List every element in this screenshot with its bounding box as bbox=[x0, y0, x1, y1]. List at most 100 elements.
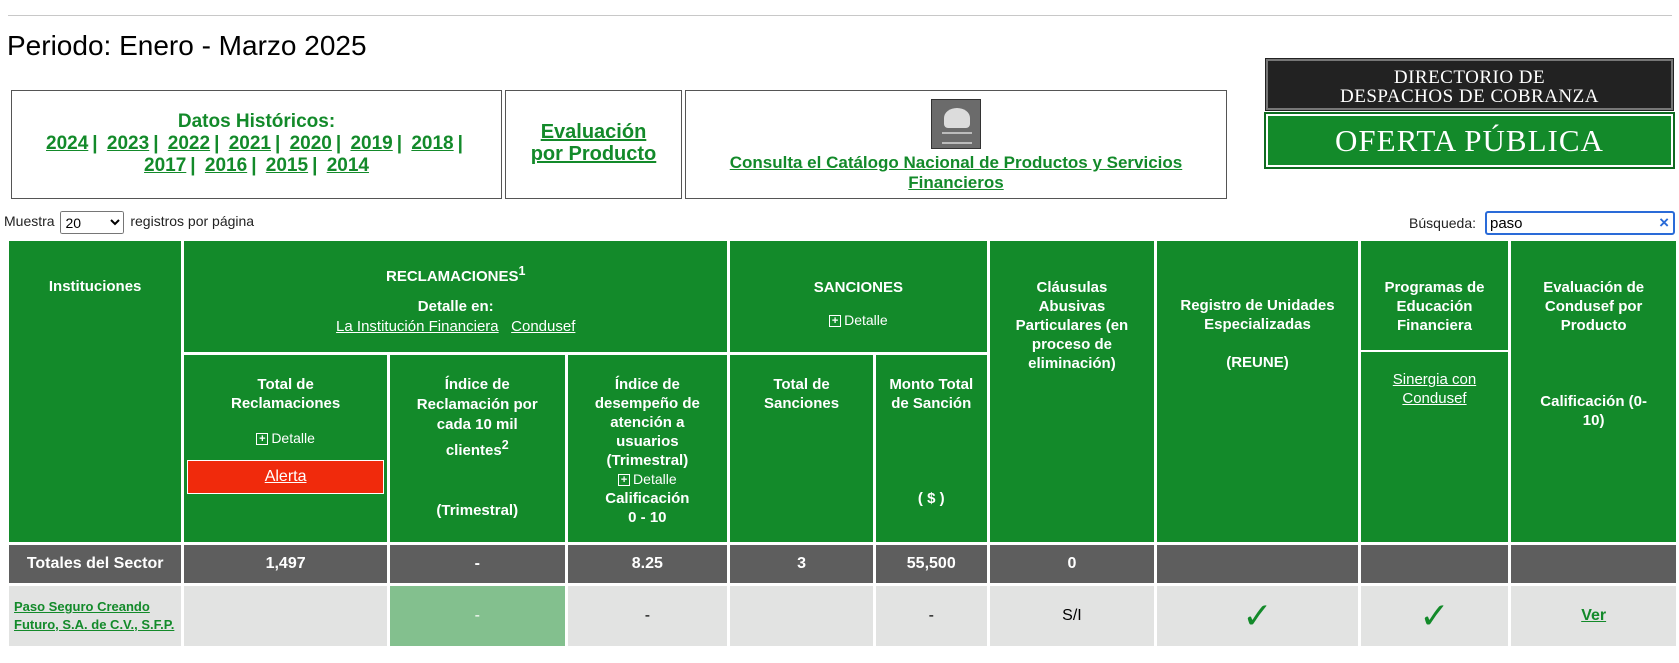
reune-check-icon: ✓ bbox=[1242, 595, 1273, 636]
year-link-2019[interactable]: 2019 bbox=[350, 133, 393, 154]
programas-check-icon: ✓ bbox=[1419, 595, 1450, 636]
search-field: × bbox=[1485, 211, 1675, 235]
header-monto-sancion: Monto Total de Sanción ( $ ) bbox=[875, 355, 987, 542]
directorio-banner[interactable]: DIRECTORIO DE DESPACHOS DE COBRANZA bbox=[1265, 58, 1674, 111]
table-row: Paso Seguro Creando Futuro, S.A. de C.V.… bbox=[9, 586, 1676, 646]
header-indice-desempeno: Índice de desempeño de atención a usuari… bbox=[567, 355, 728, 542]
year-link-2015[interactable]: 2015 bbox=[265, 155, 309, 176]
desempeno-detalle-toggle[interactable]: + Detalle bbox=[618, 471, 677, 487]
header-total-reclamaciones: Total de Reclamaciones + Detalle Alerta bbox=[184, 355, 387, 542]
totals-clausulas: 0 bbox=[989, 545, 1155, 583]
row-monto-sancion: - bbox=[875, 586, 987, 646]
desempeno-rango-label: 0 - 10 bbox=[628, 509, 667, 526]
row-reune: ✓ bbox=[1157, 586, 1358, 646]
monto-total-title: Monto Total de Sanción bbox=[889, 376, 974, 412]
indice-desempeno-title: Índice de desempeño de atención a usuari… bbox=[594, 376, 700, 469]
year-link-2017[interactable]: 2017 bbox=[144, 155, 187, 176]
year-link-2014[interactable]: 2014 bbox=[326, 155, 369, 176]
institution-link[interactable]: Paso Seguro Creando Futuro, S.A. de C.V.… bbox=[14, 599, 175, 632]
ver-link[interactable]: Ver bbox=[1581, 607, 1607, 624]
evaluacion-condusef-title: Evaluación de Condusef por Producto bbox=[1543, 279, 1645, 334]
reune-title: Registro de Unidades Especializadas bbox=[1180, 297, 1335, 333]
reclamaciones-title: RECLAMACIONES bbox=[385, 268, 519, 285]
evaluacion-producto-link[interactable]: Evaluación por Producto bbox=[531, 121, 657, 165]
row-indice-reclamacion: - bbox=[389, 586, 565, 646]
directorio-line2: DESPACHOS DE COBRANZA bbox=[1340, 86, 1599, 107]
reclamaciones-detalle-toggle[interactable]: + Detalle bbox=[256, 429, 315, 448]
indice-sup: 2 bbox=[501, 438, 509, 452]
totals-label: Totales del Sector bbox=[9, 545, 182, 583]
evaluacion-line2: por Producto bbox=[530, 143, 657, 165]
totals-indice-desempeno: 8.25 bbox=[567, 545, 728, 583]
clear-search-icon[interactable]: × bbox=[1659, 213, 1669, 232]
top-divider bbox=[8, 15, 1672, 16]
page-size-select[interactable]: 20 bbox=[60, 211, 125, 234]
evaluacion-line1: Evaluación bbox=[540, 121, 647, 143]
totals-total-sanciones: 3 bbox=[730, 545, 873, 583]
desempeno-calificacion-label: Calificación bbox=[605, 490, 690, 507]
programas-title: Programas de Educación Financiera bbox=[1360, 241, 1509, 352]
instituciones-table: Instituciones RECLAMACIONES1 Detalle en:… bbox=[6, 238, 1679, 649]
totals-reune bbox=[1157, 545, 1358, 583]
year-link-2020[interactable]: 2020 bbox=[289, 133, 332, 154]
sinergia-condusef-link[interactable]: Sinergia con Condusef bbox=[1392, 371, 1477, 407]
moneda-label: ( $ ) bbox=[917, 490, 945, 507]
directorio-line1: DIRECTORIO DE bbox=[1393, 67, 1546, 88]
header-instituciones: Instituciones bbox=[9, 241, 182, 542]
expand-icon: + bbox=[256, 433, 269, 446]
historical-title: Datos Históricos: bbox=[177, 111, 336, 132]
expand-icon: + bbox=[618, 474, 631, 487]
year-link-2024[interactable]: 2024 bbox=[46, 133, 89, 154]
page-size-control: Muestra 20 registros por página bbox=[4, 211, 254, 234]
year-link-2021[interactable]: 2021 bbox=[228, 133, 271, 154]
link-institucion-financiera[interactable]: La Institución Financiera bbox=[336, 318, 499, 335]
header-sanciones: SANCIONES + Detalle bbox=[730, 241, 987, 352]
sanciones-detalle-toggle[interactable]: + Detalle bbox=[829, 310, 888, 330]
catalogo-logo-icon[interactable] bbox=[931, 99, 981, 149]
alerta-button[interactable]: Alerta bbox=[187, 460, 384, 494]
desempeno-detalle-label: Detalle bbox=[633, 471, 677, 487]
totals-total-reclamaciones: 1,497 bbox=[184, 545, 387, 583]
sanciones-detalle-label: Detalle bbox=[844, 312, 888, 328]
sanciones-title: SANCIONES bbox=[813, 279, 903, 296]
row-clausulas: S/I bbox=[989, 586, 1155, 646]
header-indice-reclamacion: Índice de Reclamación por cada 10 mil cl… bbox=[389, 355, 565, 542]
link-condusef[interactable]: Condusef bbox=[511, 318, 576, 335]
row-programas: ✓ bbox=[1360, 586, 1509, 646]
row-indice-desempeno: - bbox=[567, 586, 728, 646]
header-programas: Programas de Educación Financiera Sinerg… bbox=[1360, 241, 1509, 542]
indice-trimestral-label: (Trimestral) bbox=[436, 502, 519, 519]
search-control: Búsqueda: × bbox=[1409, 211, 1675, 235]
year-link-2023[interactable]: 2023 bbox=[106, 133, 150, 154]
header-clausulas: Cláusulas Abusivas Particulares (en proc… bbox=[989, 241, 1155, 542]
row-total-reclamaciones bbox=[184, 586, 387, 646]
search-input[interactable] bbox=[1487, 213, 1647, 233]
total-reclamaciones-title: Total de Reclamaciones bbox=[230, 376, 341, 412]
row-total-sanciones bbox=[730, 586, 873, 646]
header-reune: Registro de Unidades Especializadas (REU… bbox=[1157, 241, 1358, 542]
search-label: Búsqueda: bbox=[1409, 215, 1476, 231]
year-link-2022[interactable]: 2022 bbox=[167, 133, 211, 154]
page-title: Periodo: Enero - Marzo 2025 bbox=[7, 30, 367, 61]
oferta-publica-banner[interactable]: OFERTA PÚBLICA bbox=[1264, 112, 1675, 169]
muestra-label: Muestra bbox=[4, 213, 55, 230]
catalogo-link[interactable]: Consulta el Catálogo Nacional de Product… bbox=[729, 153, 1183, 192]
expand-icon: + bbox=[829, 315, 842, 328]
registros-label: registros por página bbox=[130, 213, 255, 230]
reclamaciones-detalle-label: Detalle bbox=[271, 430, 315, 446]
year-link-2016[interactable]: 2016 bbox=[204, 155, 248, 176]
reclamaciones-sup: 1 bbox=[518, 264, 526, 278]
evaluacion-condusef-calificacion: Calificación (0-10) bbox=[1540, 393, 1647, 429]
header-total-sanciones: Total de Sanciones bbox=[730, 355, 873, 542]
institution-cell: Paso Seguro Creando Futuro, S.A. de C.V.… bbox=[9, 586, 182, 646]
catalogo-box: Consulta el Catálogo Nacional de Product… bbox=[685, 90, 1227, 199]
indice-reclamacion-title: Índice de Reclamación por cada 10 mil cl… bbox=[416, 376, 538, 459]
row-evaluacion: Ver bbox=[1511, 586, 1676, 646]
evaluacion-producto-box: Evaluación por Producto bbox=[505, 90, 682, 199]
year-link-2018[interactable]: 2018 bbox=[411, 133, 454, 154]
totals-row: Totales del Sector 1,497 - 8.25 3 55,500… bbox=[9, 545, 1676, 583]
detalle-en-label: Detalle en: bbox=[417, 298, 494, 315]
totals-monto-sancion: 55,500 bbox=[875, 545, 987, 583]
totals-evaluacion bbox=[1511, 545, 1676, 583]
reune-subtitle: (REUNE) bbox=[1226, 354, 1289, 371]
